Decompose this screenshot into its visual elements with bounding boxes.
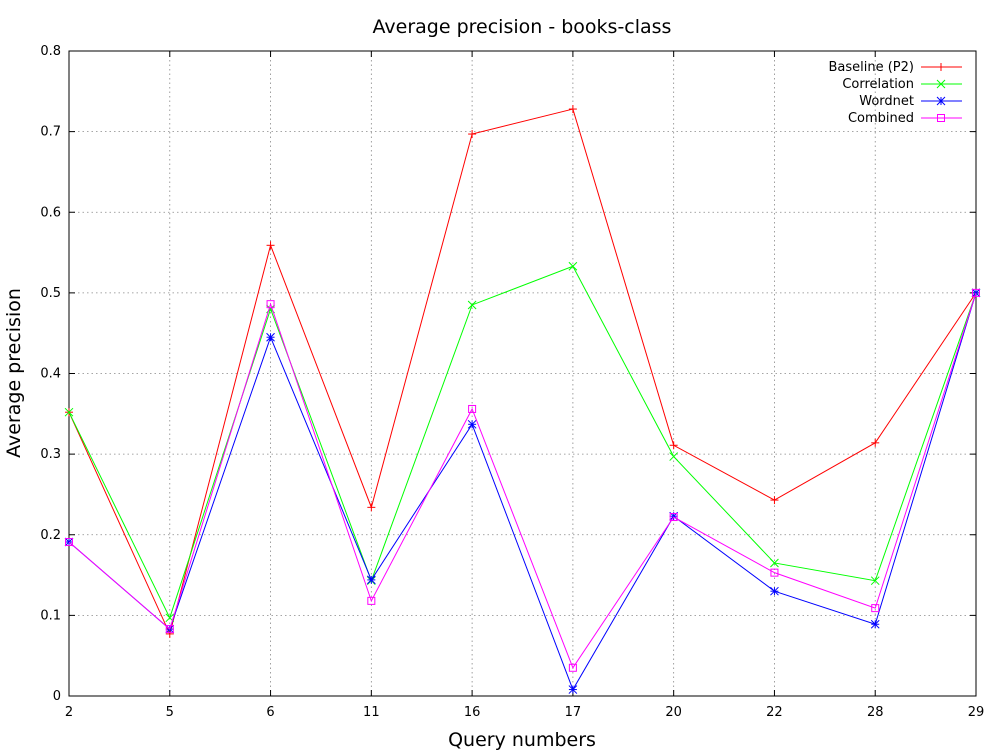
data-point [468, 130, 477, 139]
legend-label: Combined [848, 111, 914, 126]
series-line [68, 108, 977, 636]
data-point [367, 503, 376, 512]
data-point [568, 685, 578, 694]
data-point [871, 438, 880, 447]
data-point [770, 586, 779, 596]
x-tick-label: 2 [65, 705, 73, 720]
legend: Baseline (P2) Correlation Wordnet Combined [828, 60, 962, 126]
data-point [266, 300, 275, 309]
data-point [937, 114, 945, 122]
y-tick-label: 0.1 [40, 608, 61, 623]
x-tick-label: 22 [766, 705, 783, 720]
data-point [936, 96, 946, 106]
series-combined [65, 288, 980, 672]
y-axis-label: Average precision [3, 288, 25, 458]
legend-item: Combined [848, 111, 962, 126]
data-point [165, 625, 174, 634]
data-point [568, 105, 577, 114]
plot-frame [68, 50, 977, 697]
x-axis-label: Query numbers [448, 729, 596, 750]
y-tick-label: 0.7 [40, 125, 61, 140]
x-tick-label: 28 [867, 705, 884, 720]
series-line [68, 292, 977, 669]
legend-item: Baseline (P2) [828, 60, 962, 75]
data-point [568, 663, 577, 672]
x-tick-label: 5 [166, 705, 174, 720]
legend-label: Correlation [842, 77, 914, 92]
data-point [770, 558, 779, 568]
series-line [68, 265, 977, 620]
y-tick-label: 0.8 [40, 44, 61, 59]
x-tick-label: 20 [665, 705, 682, 720]
data-point [266, 241, 275, 250]
data-point [367, 596, 376, 605]
y-tick-label: 0.6 [40, 205, 61, 220]
data-point [972, 288, 980, 297]
data-point [870, 619, 880, 629]
data-point [669, 441, 678, 450]
x-tick-label: 17 [565, 705, 582, 720]
data-point [770, 496, 779, 505]
x-tick-label: 11 [363, 705, 380, 720]
legend-item: Wordnet [859, 94, 962, 109]
data-point [65, 538, 73, 547]
data-point [468, 404, 477, 413]
data-point [669, 452, 679, 461]
chart-title: Average precision - books-class [373, 16, 672, 38]
data-point [871, 604, 880, 613]
x-tick-label: 29 [968, 705, 985, 720]
x-tick-label: 16 [464, 705, 481, 720]
data-point [64, 407, 74, 417]
series-layer [64, 105, 981, 694]
data-point [870, 576, 880, 586]
data-point [669, 513, 678, 522]
grid [69, 51, 976, 696]
x-tick-label: 6 [266, 705, 274, 720]
y-tick-label: 0.2 [40, 528, 61, 543]
legend-item: Correlation [842, 77, 962, 92]
data-point [937, 63, 945, 71]
y-tick-label: 0.5 [40, 286, 61, 301]
series-correlation [64, 261, 981, 623]
data-point [770, 568, 779, 577]
data-point [266, 332, 275, 342]
data-point [568, 261, 578, 271]
data-point [366, 575, 376, 585]
y-tick-label: 0 [53, 689, 61, 704]
y-tick-label: 0.3 [40, 447, 61, 462]
legend-label: Baseline (P2) [828, 60, 914, 75]
legend-label: Wordnet [859, 94, 914, 109]
y-tick-label: 0.4 [40, 367, 61, 382]
data-point [467, 419, 477, 429]
data-point [936, 79, 946, 89]
series-wordnet [64, 288, 981, 694]
series-line [68, 292, 977, 691]
axes: 2 5 6 11 16 17 20 22 28 29 0 0.1 0.2 0.3 0.4 0.5 0.6 0.7 0… [40, 44, 984, 720]
data-point [467, 300, 477, 310]
